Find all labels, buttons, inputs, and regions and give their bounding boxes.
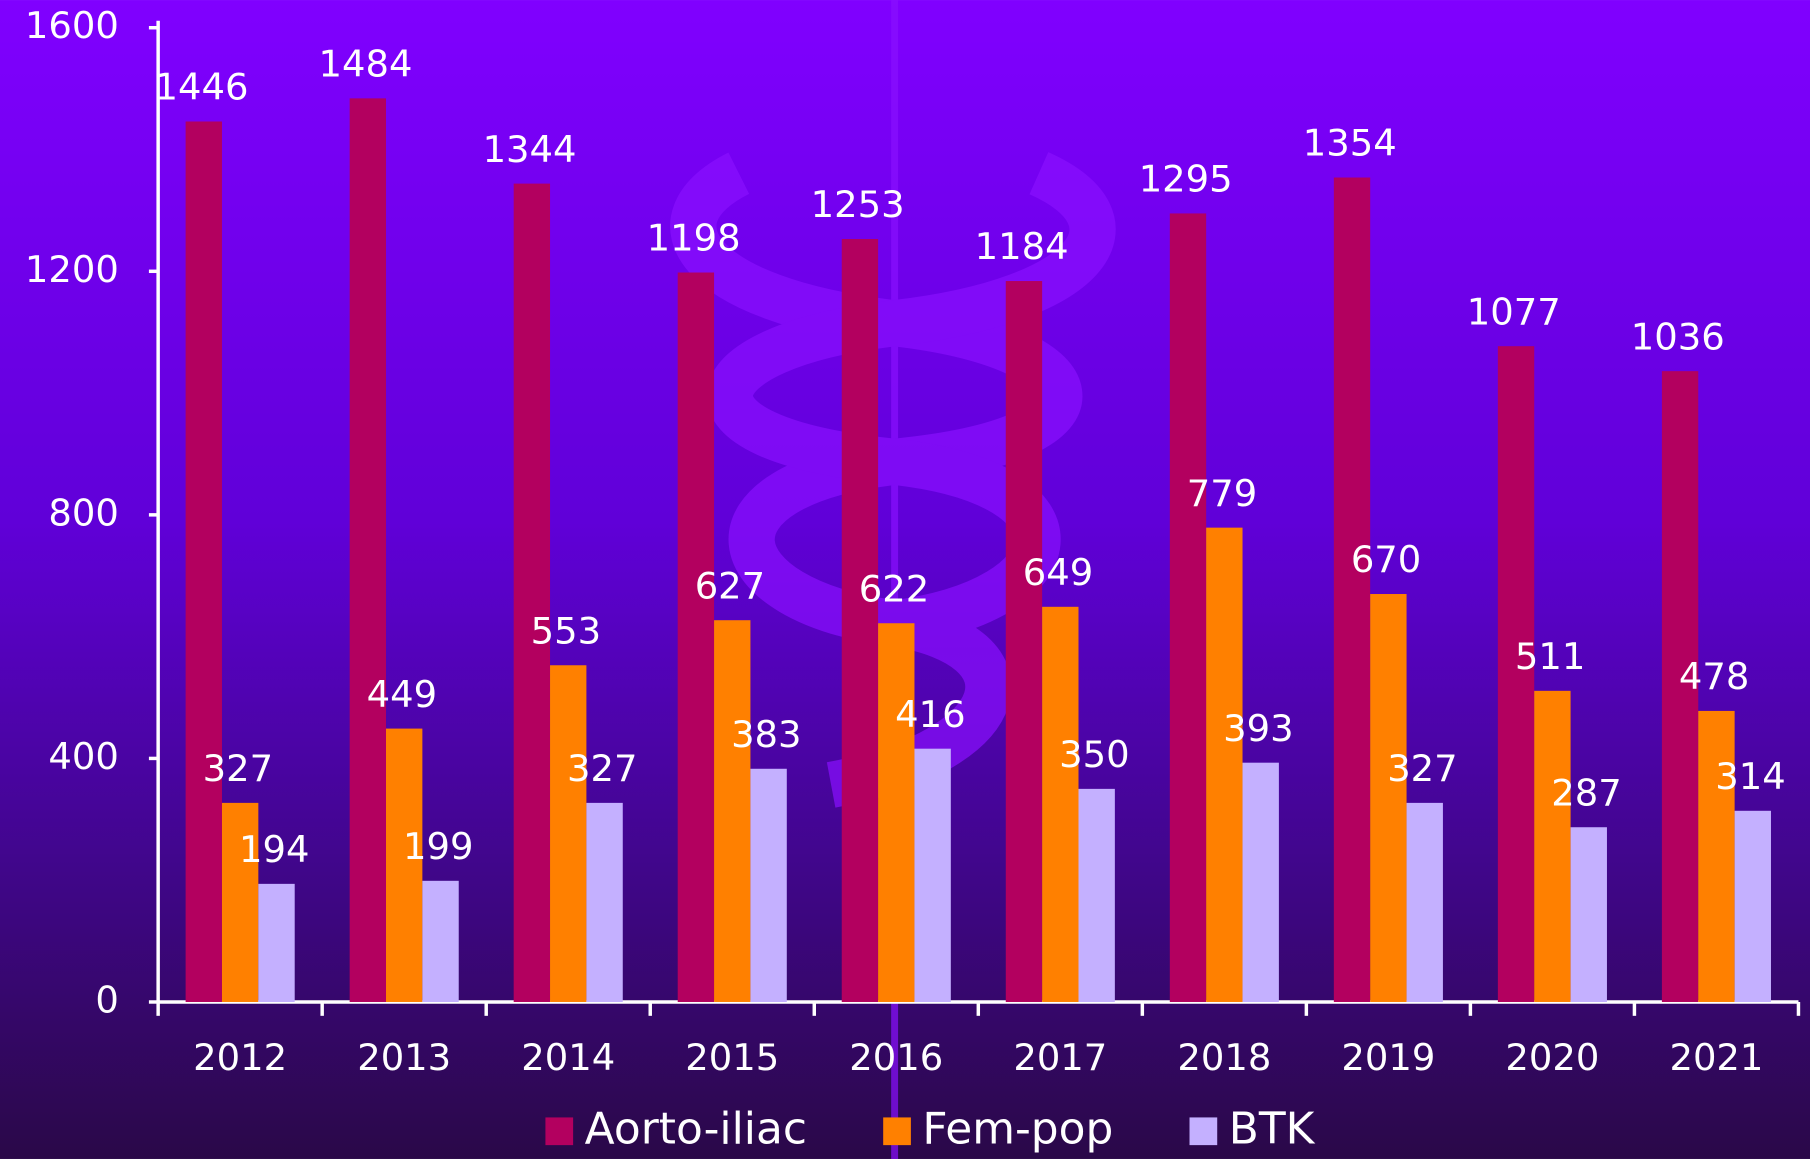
- x-tick-label: 2012: [193, 1036, 287, 1079]
- bar: [1661, 371, 1699, 1002]
- legend-swatch: [1189, 1117, 1218, 1146]
- value-label: 1354: [1303, 122, 1397, 165]
- bar: [714, 620, 751, 1002]
- value-label: 1446: [155, 66, 249, 109]
- bar: [1497, 346, 1535, 1002]
- value-label: 416: [895, 693, 965, 736]
- bar: [1242, 762, 1279, 1002]
- value-label: 383: [731, 713, 801, 756]
- x-tick-label: 2015: [685, 1036, 779, 1079]
- value-label: 194: [239, 828, 309, 871]
- value-label: 511: [1515, 635, 1585, 678]
- legend-swatch: [545, 1117, 574, 1146]
- value-label: 1484: [319, 43, 413, 86]
- y-tick-label: 1200: [25, 248, 119, 291]
- y-tick-label: 400: [48, 735, 118, 778]
- bar: [349, 98, 387, 1002]
- x-tick-label: 2014: [521, 1036, 615, 1079]
- x-tick-label: 2013: [357, 1036, 451, 1079]
- x-tick-label: 2016: [849, 1036, 943, 1079]
- legend-label: BTK: [1229, 1103, 1316, 1154]
- x-tick-label: 2017: [1013, 1036, 1107, 1079]
- x-tick-label: 2019: [1341, 1036, 1435, 1079]
- bar: [221, 802, 259, 1002]
- value-label: 1295: [1139, 158, 1233, 201]
- bar: [1206, 527, 1243, 1002]
- value-label: 1198: [647, 217, 741, 260]
- value-label: 779: [1187, 472, 1257, 515]
- value-label: 449: [367, 673, 437, 716]
- value-label: 287: [1551, 771, 1621, 814]
- value-label: 670: [1351, 538, 1421, 581]
- bar: [750, 768, 787, 1002]
- bar: [586, 802, 623, 1002]
- value-label: 1077: [1467, 290, 1561, 333]
- bar: [185, 121, 222, 1002]
- legend-label: Aorto-iliac: [585, 1103, 807, 1154]
- value-label: 350: [1059, 733, 1129, 776]
- value-label: 1036: [1631, 315, 1725, 358]
- value-label: 1184: [975, 225, 1069, 268]
- bar: [1370, 594, 1407, 1002]
- bar: [1406, 802, 1443, 1002]
- bar: [1534, 690, 1571, 1002]
- y-tick-label: 1600: [25, 4, 119, 47]
- legend-label: Fem-pop: [922, 1103, 1113, 1154]
- value-label: 622: [859, 567, 929, 610]
- x-tick-label: 2021: [1669, 1036, 1763, 1079]
- value-label: 393: [1223, 707, 1293, 750]
- value-label: 649: [1023, 551, 1093, 594]
- bar: [1333, 177, 1371, 1002]
- bar: [513, 183, 551, 1002]
- value-label: 1253: [811, 183, 905, 226]
- bar: [1570, 827, 1607, 1002]
- bar: [422, 880, 459, 1002]
- bar: [1042, 606, 1079, 1002]
- bar: [878, 623, 915, 1002]
- value-label: 553: [531, 609, 601, 652]
- value-label: 327: [203, 747, 273, 790]
- value-label: 627: [695, 564, 765, 607]
- bar: [1169, 213, 1207, 1002]
- value-label: 327: [567, 747, 637, 790]
- bar: [1078, 788, 1115, 1002]
- bar: [258, 883, 295, 1002]
- bar: [1734, 810, 1771, 1002]
- bar: [677, 272, 715, 1002]
- x-tick-label: 2020: [1505, 1036, 1599, 1079]
- bar: [386, 728, 423, 1002]
- x-tick-label: 2018: [1177, 1036, 1271, 1079]
- value-label: 478: [1679, 655, 1749, 698]
- legend-swatch: [883, 1117, 911, 1146]
- bar: [550, 665, 587, 1002]
- value-label: 327: [1387, 747, 1457, 790]
- value-label: 1344: [483, 128, 577, 171]
- y-tick-label: 0: [95, 978, 119, 1021]
- bar: [1005, 281, 1043, 1002]
- value-label: 314: [1715, 755, 1785, 798]
- y-tick-label: 800: [48, 491, 118, 534]
- bar: [841, 239, 879, 1002]
- bar: [1698, 710, 1735, 1002]
- value-label: 199: [403, 825, 473, 868]
- bar: [914, 748, 951, 1002]
